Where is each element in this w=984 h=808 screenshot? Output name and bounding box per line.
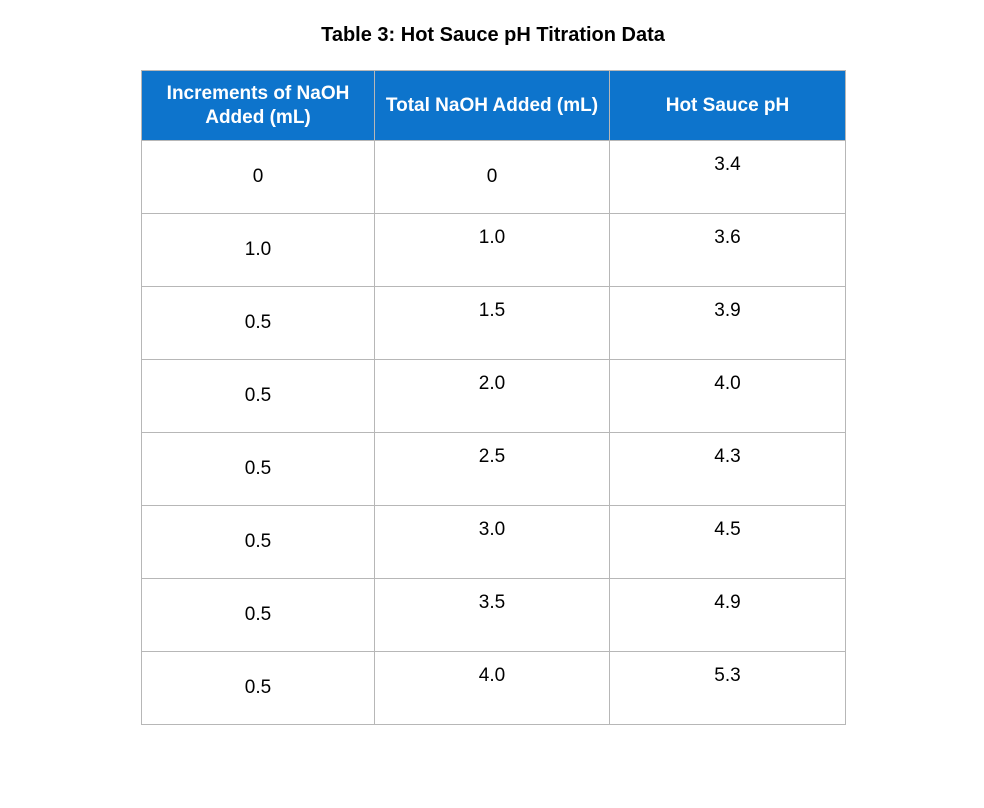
column-header: Hot Sauce pH: [609, 70, 846, 141]
table-body: 0 0 3.4 1.0 1.0 3.6 0.5 1.5 3.9 0.5 2.0 4.0 0.5 2.5 4.…: [141, 140, 846, 725]
table-cell: 3.4: [609, 140, 846, 214]
table-cell: 0: [141, 140, 375, 214]
table-cell: 4.0: [609, 359, 846, 433]
table-cell: 4.5: [609, 505, 846, 579]
table-row: 1.0 1.0 3.6: [141, 213, 846, 287]
header-row: Increments of NaOH Added (mL) Total NaOH …: [141, 70, 846, 141]
table-cell: 0.5: [141, 286, 375, 360]
table-cell: 0.5: [141, 578, 375, 652]
table-cell: 4.9: [609, 578, 846, 652]
table-cell: 0: [374, 140, 610, 214]
table-cell: 4.0: [374, 651, 610, 725]
table-cell: 2.0: [374, 359, 610, 433]
table-section: Table 3: Hot Sauce pH Titration Data Inc…: [141, 22, 846, 725]
table-cell: 0.5: [141, 359, 375, 433]
table-cell: 0.5: [141, 651, 375, 725]
table-cell: 3.9: [609, 286, 846, 360]
table-cell: 4.3: [609, 432, 846, 506]
table-cell: 1.0: [141, 213, 375, 287]
table-row: 0.5 2.5 4.3: [141, 432, 846, 506]
table-cell: 2.5: [374, 432, 610, 506]
table-cell: 0.5: [141, 432, 375, 506]
table-row: 0 0 3.4: [141, 140, 846, 214]
table-row: 0.5 4.0 5.3: [141, 651, 846, 725]
table-row: 0.5 2.0 4.0: [141, 359, 846, 433]
table-cell: 0.5: [141, 505, 375, 579]
table-cell: 5.3: [609, 651, 846, 725]
column-header: Total NaOH Added (mL): [374, 70, 610, 141]
table-title: Table 3: Hot Sauce pH Titration Data: [321, 24, 665, 46]
table-cell: 3.0: [374, 505, 610, 579]
table-cell: 1.5: [374, 286, 610, 360]
table-cell: 1.0: [374, 213, 610, 287]
table-cell: 3.6: [609, 213, 846, 287]
titration-data-table: Increments of NaOH Added (mL) Total NaOH …: [141, 70, 846, 725]
column-header: Increments of NaOH Added (mL): [141, 70, 375, 141]
table-row: 0.5 3.0 4.5: [141, 505, 846, 579]
table-row: 0.5 3.5 4.9: [141, 578, 846, 652]
table-cell: 3.5: [374, 578, 610, 652]
table-row: 0.5 1.5 3.9: [141, 286, 846, 360]
